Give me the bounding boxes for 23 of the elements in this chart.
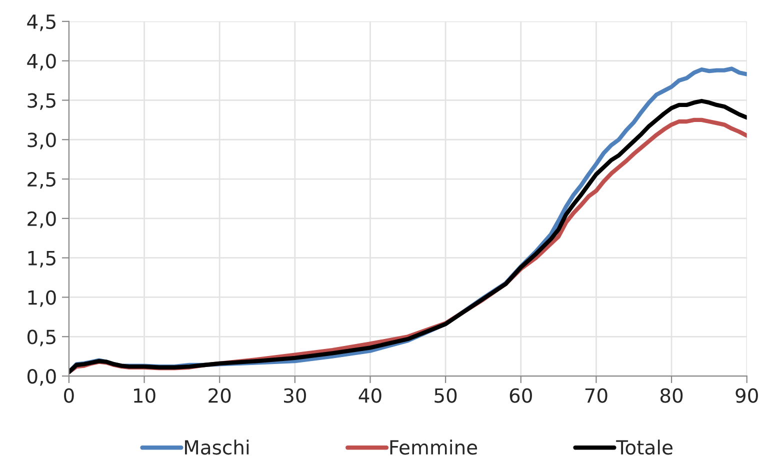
x-tick-label: 50 (434, 388, 457, 403)
x-tick-label: 60 (510, 388, 532, 403)
y-tick-label: 1,0 (28, 290, 56, 307)
y-tick-label: 1,5 (28, 251, 56, 268)
x-tick-label: 80 (660, 388, 683, 403)
y-tick-label: 0,5 (27, 330, 56, 346)
y-tick-label: 4,0 (27, 54, 56, 70)
y-tick-label: 2,5 (28, 172, 56, 189)
x-tick-label: 10 (134, 388, 156, 403)
legend-label: Maschi (185, 440, 249, 455)
x-tick-label: 70 (585, 388, 608, 403)
y-tick-label: 2,0 (28, 211, 56, 228)
x-tick-label: 0 (64, 388, 74, 403)
x-tick-label: 90 (736, 388, 758, 403)
legend-label: Femmine (390, 440, 478, 455)
x-tick-label: 30 (284, 388, 306, 403)
y-tick-label: 4,5 (27, 14, 56, 32)
x-tick-label: 20 (208, 388, 231, 403)
y-tick-label: 3,0 (28, 132, 56, 150)
y-tick-label: 3,5 (28, 93, 56, 110)
y-tick-label: 0,0 (27, 368, 56, 386)
legend-label: Totale (616, 440, 672, 455)
x-tick-label: 40 (358, 388, 382, 403)
